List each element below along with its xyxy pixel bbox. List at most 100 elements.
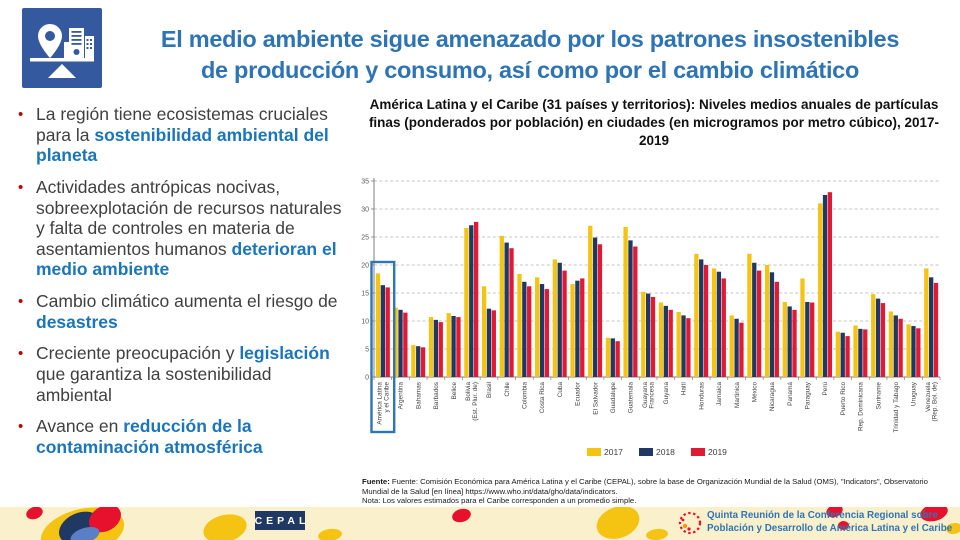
bar-2019 [880, 303, 886, 377]
cepal-logo: CEPAL [255, 511, 305, 530]
bar-2019 [845, 336, 850, 377]
x-category-label: Paraguay [805, 381, 812, 409]
bar-2018 [380, 285, 385, 377]
bar-2017 [835, 331, 841, 377]
legend-swatch-2019 [691, 448, 705, 456]
bar-2019 [385, 287, 390, 377]
slide-title: El medio ambiente sigue amenazado por lo… [108, 24, 952, 87]
conference-title: Quinta Reunión de la Conferencia Regiona… [707, 510, 952, 535]
bar-2017 [764, 265, 770, 377]
bar-2019 [650, 296, 656, 377]
x-category-label: Guayana [642, 382, 649, 408]
bar-2017 [428, 317, 434, 377]
bar-2019 [562, 270, 567, 377]
y-tick-label: 30 [361, 206, 369, 213]
bar-2017 [658, 302, 664, 377]
bar-2017 [499, 235, 504, 377]
legend-label: 2019 [708, 447, 727, 457]
bullet-marker: • [18, 178, 24, 196]
bar-2019 [810, 302, 815, 377]
bar-2017 [782, 301, 787, 377]
y-tick-label: 35 [361, 178, 369, 185]
bullet-text: Cambio climático aumenta el riesgo de de… [36, 291, 338, 332]
decor-dot [317, 527, 343, 540]
x-category-label: Jamaica [716, 382, 723, 406]
decor-dot [592, 507, 644, 540]
bar-2018 [610, 338, 615, 377]
legend-label: 2017 [604, 447, 623, 457]
city-sustainability-icon [22, 8, 102, 88]
bullet-text: Actividades antrópicas nocivas, sobreexp… [36, 176, 342, 280]
bar-2019 [527, 286, 532, 377]
bar-2017 [924, 268, 929, 377]
x-category-label: Francesa [649, 382, 656, 409]
bar-2019 [774, 281, 779, 377]
highlight-box [370, 260, 396, 434]
bar-2019 [544, 289, 550, 377]
y-tick-label: 20 [361, 262, 369, 269]
bar-2018 [451, 315, 456, 377]
bar-2018 [469, 225, 474, 377]
decor-dot [24, 507, 45, 522]
x-category-label: América Latina [377, 382, 384, 425]
bar-2018 [628, 240, 633, 377]
bar-2019 [420, 347, 426, 377]
bar-2018 [398, 309, 403, 377]
x-category-label: Costa Rica [539, 382, 546, 414]
x-category-label: Perú [822, 382, 829, 396]
bar-2018 [504, 242, 509, 377]
bar-2019 [933, 282, 939, 377]
bar-2017 [588, 225, 593, 377]
bar-2017 [676, 312, 681, 377]
x-category-label: Guadalupe [610, 382, 617, 414]
bar-2018 [539, 284, 545, 377]
bar-2018 [752, 262, 757, 377]
bar-2018 [911, 326, 916, 377]
bullet-item: • Avance en reducción de la contaminación… [18, 416, 352, 457]
bar-2017 [570, 284, 575, 377]
bar-2019 [792, 309, 797, 377]
bar-2018 [929, 277, 934, 377]
bullet-marker: • [18, 418, 24, 436]
bar-2017 [694, 253, 699, 377]
bar-2018 [716, 271, 722, 377]
bar-2017 [800, 278, 805, 377]
y-tick-label: 0 [365, 374, 369, 381]
bar-2019 [473, 221, 479, 377]
x-category-label: Cuba [557, 382, 564, 398]
x-category-label: Colombia [522, 382, 529, 409]
bar-2019 [756, 270, 762, 377]
bar-2018 [858, 328, 863, 377]
note-text: Nota: Los valores estimados para el Cari… [362, 496, 637, 506]
x-category-label: Bahamas [415, 382, 422, 409]
bar-2017 [481, 286, 487, 377]
x-category-label: México [752, 382, 759, 403]
x-category-label: Argentina [398, 382, 405, 410]
bar-2017 [552, 259, 558, 377]
x-category-label: Rep. Dominicana [858, 382, 865, 431]
bar-2017 [729, 315, 734, 377]
bullet-item: • La región tiene ecosistemas cruciales p… [18, 104, 352, 166]
city-balance-glyph [30, 24, 94, 78]
y-tick-label: 5 [365, 346, 369, 353]
bar-2019 [491, 310, 496, 377]
legend-swatch-2017 [587, 448, 601, 456]
bar-2017 [464, 228, 469, 377]
bar-2017 [393, 307, 398, 377]
bar-2017 [446, 313, 451, 377]
bar-2018 [769, 272, 775, 377]
bar-2018 [840, 332, 845, 377]
x-category-label: (Est. Plur. de) [472, 382, 479, 421]
bar-2017 [411, 345, 416, 377]
x-category-label: Ecuador [575, 381, 582, 406]
bullet-item: • Cambio climático aumenta el riesgo de d… [18, 291, 352, 332]
x-category-label: Guatemala [628, 382, 635, 414]
x-category-label: Trinidad y Tabago [893, 382, 900, 433]
x-category-label: Belice [451, 382, 458, 400]
x-category-label: Brasil [486, 382, 493, 398]
bar-2018 [681, 315, 686, 377]
bar-2019 [863, 329, 868, 377]
conference-line2: Población y Desarrollo de América Latina… [707, 522, 953, 534]
bullet-item: • Creciente preocupación y legislación qu… [18, 343, 352, 405]
